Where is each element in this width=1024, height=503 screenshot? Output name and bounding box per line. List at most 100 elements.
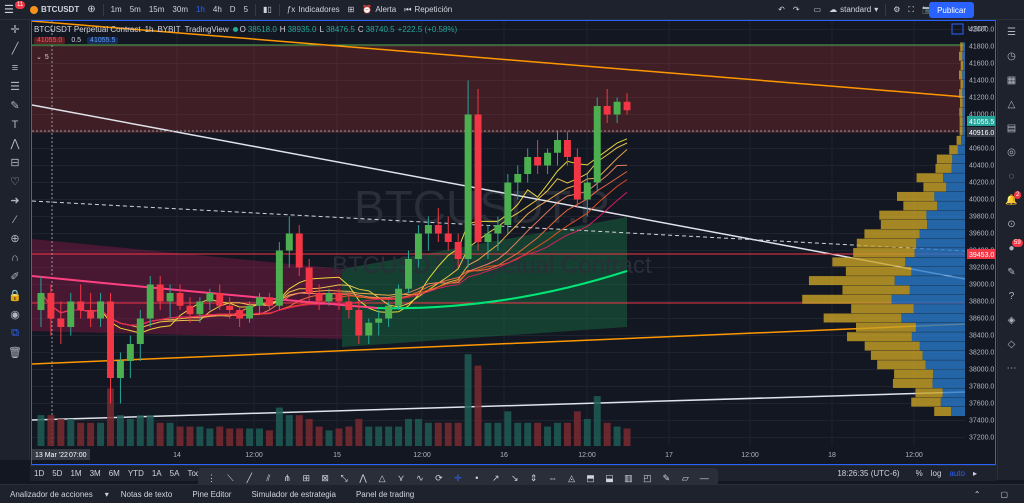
- dot-icon[interactable]: •: [475, 473, 479, 483]
- ideas-button[interactable]: ◎: [998, 140, 1024, 164]
- chevron-down-icon[interactable]: ▾: [104, 489, 109, 499]
- compare-button[interactable]: ⊕: [83, 0, 99, 20]
- text-tool[interactable]: T: [0, 115, 30, 134]
- publications-button[interactable]: ✎: [998, 260, 1024, 284]
- redo-button[interactable]: ↷: [789, 0, 804, 20]
- price-axis[interactable]: [965, 21, 995, 464]
- templates-button[interactable]: ⊞: [344, 0, 359, 20]
- link-tool[interactable]: ⧉: [0, 324, 30, 343]
- footer-tab[interactable]: Simulador de estrategia: [251, 489, 336, 499]
- maximize-panel-icon[interactable]: ▢: [1000, 489, 1008, 499]
- ask-price[interactable]: 41055.5: [87, 37, 119, 44]
- elliott-icon[interactable]: ∿: [416, 472, 424, 483]
- delete-tool[interactable]: 🗑: [0, 343, 30, 362]
- data-window-button[interactable]: ▦: [998, 68, 1024, 92]
- settings-button[interactable]: ⚙: [889, 0, 904, 20]
- chart-maximize-icon[interactable]: [951, 23, 964, 35]
- footer-tab[interactable]: Panel de trading: [355, 489, 415, 499]
- indicator-collapse[interactable]: ⌄ 5: [36, 53, 49, 62]
- date-range-icon[interactable]: ⇔: [548, 473, 558, 483]
- calendar-button[interactable]: ▤: [998, 116, 1024, 140]
- replay-button[interactable]: ⏮ Repetición: [400, 0, 456, 20]
- percent-toggle[interactable]: %: [915, 469, 923, 478]
- hotlists-button[interactable]: △: [998, 92, 1024, 116]
- short-position-icon[interactable]: ⬓: [605, 472, 614, 483]
- close-toolbar-icon[interactable]: —: [699, 473, 709, 483]
- range-3m[interactable]: 3M: [89, 469, 101, 478]
- lock-tool[interactable]: 🔒: [0, 286, 30, 305]
- footer-tab[interactable]: Notas de texto: [120, 489, 173, 499]
- parallel-channel-icon[interactable]: ⫽: [266, 472, 271, 483]
- layout-name-button[interactable]: ☁ standard ▾: [825, 0, 882, 20]
- undo-button[interactable]: ↶: [774, 0, 789, 20]
- alerts-panel-button[interactable]: ◷: [998, 44, 1024, 68]
- range-1d[interactable]: 1D: [34, 469, 45, 478]
- broker-button[interactable]: ◇: [998, 332, 1024, 356]
- highlighter-icon[interactable]: ▱: [681, 472, 689, 483]
- line-tool-icon[interactable]: ⟍: [227, 472, 234, 483]
- layout-button[interactable]: ▭: [810, 0, 826, 20]
- pitchfork-icon[interactable]: ⋔: [283, 472, 292, 483]
- pattern-tool[interactable]: ⋀: [0, 134, 30, 153]
- arrow-down-icon[interactable]: ↘: [510, 472, 519, 483]
- horizontal-lines-tool[interactable]: ≡: [0, 58, 30, 77]
- range-5a[interactable]: 5A: [169, 469, 180, 478]
- hide-tool[interactable]: ◉: [0, 305, 30, 324]
- help-button[interactable]: ?: [998, 284, 1024, 308]
- range-6m[interactable]: 6M: [108, 469, 120, 478]
- timeframe-1m[interactable]: 1m: [110, 5, 122, 14]
- footer-tab[interactable]: Pine Editor: [192, 489, 232, 499]
- prediction-tool[interactable]: ⊟: [0, 153, 30, 172]
- bars-pattern-icon[interactable]: ▥: [624, 472, 633, 483]
- magnet-tool[interactable]: ∩: [0, 248, 30, 267]
- publish-button[interactable]: Publicar: [929, 2, 974, 18]
- gann-icon[interactable]: ⊠: [321, 472, 329, 483]
- range-1m[interactable]: 1M: [70, 469, 82, 478]
- fullscreen-button[interactable]: ⛶: [904, 0, 918, 20]
- timeframe-1h[interactable]: 1h: [195, 5, 205, 14]
- timeframe-D[interactable]: D: [229, 5, 236, 14]
- fib-tool[interactable]: ☰: [0, 77, 30, 96]
- clock-label[interactable]: 18:26:35 (UTC-6): [837, 469, 900, 478]
- timeframe-5m[interactable]: 5m: [129, 5, 141, 14]
- brush-tool[interactable]: ✎: [0, 96, 30, 115]
- cycle-icon[interactable]: ⟳: [435, 472, 443, 483]
- notifications-button[interactable]: ● 59: [998, 236, 1024, 260]
- lock-drawing-tool[interactable]: ✐: [0, 267, 30, 286]
- alert-button[interactable]: ⏰ Alerta: [358, 0, 400, 20]
- timeframe-30m[interactable]: 30m: [172, 5, 188, 14]
- more-button[interactable]: ⋯: [998, 356, 1024, 380]
- path-icon[interactable]: ⤡: [340, 472, 348, 483]
- trendline-tool[interactable]: ╱: [0, 39, 30, 58]
- ray-tool-icon[interactable]: ╱: [246, 472, 253, 483]
- arrow-up-icon[interactable]: ↗: [491, 472, 500, 483]
- timeframe-4h[interactable]: 4h: [212, 5, 222, 14]
- watchlist-button[interactable]: ☰: [998, 20, 1024, 44]
- icon-tool[interactable]: ♡: [0, 172, 30, 191]
- price-range-icon[interactable]: ⇕: [529, 472, 538, 483]
- order-panel-button[interactable]: ◈: [998, 308, 1024, 332]
- arrow-tool[interactable]: ➜: [0, 191, 30, 210]
- timeframe-15m[interactable]: 15m: [148, 5, 165, 14]
- symbol-search[interactable]: BTCUSDT: [26, 0, 83, 20]
- brush-icon[interactable]: ✎: [662, 472, 671, 483]
- crosshair-icon[interactable]: ✛: [454, 472, 462, 483]
- streams-button[interactable]: ⊙: [998, 212, 1024, 236]
- range-1a[interactable]: 1A: [151, 469, 162, 478]
- head-shoulders-icon[interactable]: ⋎: [397, 472, 405, 483]
- menu-button[interactable]: ☰ 11: [0, 0, 26, 20]
- chart-canvas[interactable]: BTCUSDT.P BTCUSDT Perpetual Contract 420…: [32, 21, 995, 464]
- timeframe-5[interactable]: 5: [243, 5, 249, 14]
- alerts-badge-button[interactable]: 🔔 2: [998, 188, 1024, 212]
- long-position-icon[interactable]: ⬒: [586, 472, 595, 483]
- crosshair-tool[interactable]: ✛: [0, 20, 30, 39]
- auto-toggle[interactable]: auto: [949, 469, 965, 478]
- fib-grid-icon[interactable]: ⊞: [302, 472, 310, 483]
- collapse-panel-icon[interactable]: ⌃: [973, 489, 981, 499]
- snapshot-button[interactable]: 📷: [918, 0, 936, 20]
- range-5d[interactable]: 5D: [52, 469, 63, 478]
- measure-tool[interactable]: ⁄: [0, 210, 30, 229]
- indicators-button[interactable]: ƒx Indicadores: [283, 0, 344, 20]
- time-axis[interactable]: [32, 446, 965, 464]
- zoom-tool[interactable]: ⊕: [0, 229, 30, 248]
